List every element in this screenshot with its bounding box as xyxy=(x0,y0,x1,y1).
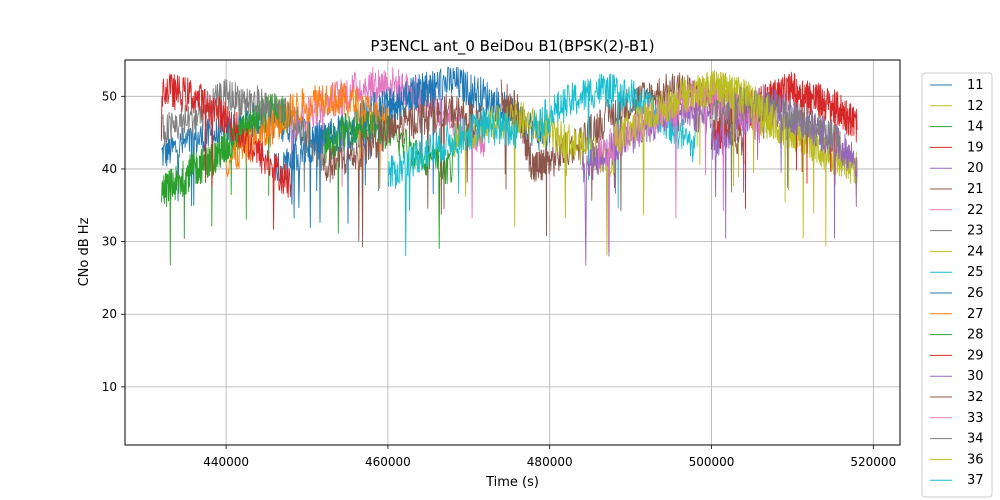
legend-label-11: 11 xyxy=(967,78,984,93)
legend-label-24: 24 xyxy=(967,244,984,259)
legend-label-14: 14 xyxy=(967,120,984,135)
x-tick-label: 460000 xyxy=(365,455,411,469)
y-tick-label: 50 xyxy=(102,89,117,103)
legend-label-34: 34 xyxy=(967,432,984,447)
x-tick-label: 480000 xyxy=(527,455,573,469)
legend: 11 12 14 19 20 21 22 23 24 25 26 27 28 29 30 32 33 34 36 37 xyxy=(921,72,993,498)
y-tick-label: 10 xyxy=(102,380,117,394)
series-line-30 xyxy=(581,93,712,266)
series-line-37 xyxy=(387,108,518,257)
y-tick-label: 30 xyxy=(102,235,117,249)
legend-frame xyxy=(921,72,993,498)
legend-label-32: 32 xyxy=(967,390,984,405)
y-tick-label: 20 xyxy=(102,307,117,321)
legend-label-27: 27 xyxy=(967,307,984,322)
legend-label-22: 22 xyxy=(967,203,984,218)
plot-frame xyxy=(124,59,901,446)
legend-label-19: 19 xyxy=(967,140,984,155)
series-line-36 xyxy=(613,71,777,216)
chart-title: P3ENCL ant_0 BeiDou B1(BPSK(2)-B1) xyxy=(370,37,654,56)
legend-label-29: 29 xyxy=(967,348,984,363)
y-tick-label: 40 xyxy=(102,162,117,176)
legend-label-21: 21 xyxy=(967,182,984,197)
series-line-32 xyxy=(322,93,486,248)
y-axis-label: CNo dB Hz xyxy=(77,217,92,286)
legend-label-12: 12 xyxy=(967,99,984,114)
x-tick-label: 520000 xyxy=(850,455,896,469)
legend-label-30: 30 xyxy=(967,369,984,384)
x-axis-label: Time (s) xyxy=(485,475,539,490)
legend-label-20: 20 xyxy=(967,161,984,176)
legend-label-36: 36 xyxy=(967,452,984,467)
legend-label-28: 28 xyxy=(967,328,984,343)
x-tick-label: 440000 xyxy=(203,455,249,469)
legend-label-25: 25 xyxy=(967,265,984,280)
series-line-23 xyxy=(160,78,324,193)
series-line-29 xyxy=(160,73,292,230)
legend-label-37: 37 xyxy=(967,473,984,488)
x-tick-label: 500000 xyxy=(689,455,735,469)
legend-label-26: 26 xyxy=(967,286,984,301)
legend-label-23: 23 xyxy=(967,224,984,239)
legend-label-33: 33 xyxy=(967,411,984,426)
